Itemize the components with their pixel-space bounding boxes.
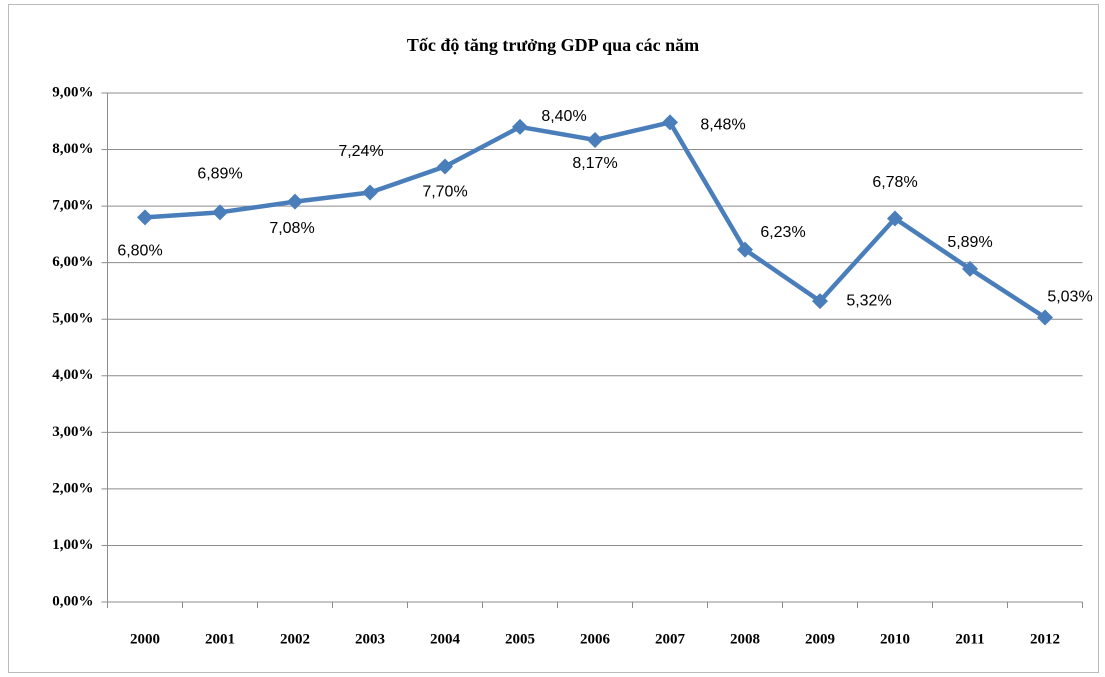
x-tick-label: 2011 bbox=[955, 631, 984, 647]
data-label: 7,24% bbox=[338, 143, 383, 160]
data-label: 5,32% bbox=[846, 292, 891, 309]
marker bbox=[887, 210, 903, 227]
data-label: 6,78% bbox=[872, 174, 917, 191]
x-tick-label: 2004 bbox=[430, 631, 461, 647]
data-label: 5,03% bbox=[1047, 289, 1092, 306]
marker bbox=[137, 209, 153, 226]
y-tick-label: 1,00% bbox=[52, 537, 93, 553]
x-tick-label: 2008 bbox=[730, 631, 760, 647]
data-label: 6,80% bbox=[117, 243, 162, 260]
y-tick-label: 6,00% bbox=[52, 254, 93, 270]
x-tick-label: 2007 bbox=[655, 631, 686, 647]
marker bbox=[362, 184, 378, 201]
marker bbox=[962, 260, 978, 277]
data-label: 6,23% bbox=[760, 224, 805, 241]
y-tick-label: 9,00% bbox=[52, 84, 93, 100]
y-tick-label: 0,00% bbox=[52, 593, 93, 609]
x-tick-label: 2000 bbox=[130, 631, 160, 647]
y-tick-label: 7,00% bbox=[52, 198, 93, 214]
x-tick-label: 2001 bbox=[205, 631, 235, 647]
data-label: 6,89% bbox=[197, 166, 242, 183]
x-tick-label: 2009 bbox=[805, 631, 835, 647]
x-tick-label: 2006 bbox=[580, 631, 611, 647]
x-tick-label: 2012 bbox=[1030, 631, 1060, 647]
data-label: 8,48% bbox=[700, 117, 745, 134]
marker bbox=[662, 114, 678, 131]
data-label: 7,70% bbox=[422, 184, 467, 201]
y-tick-label: 3,00% bbox=[52, 424, 93, 440]
chart-title: Tốc độ tăng trưởng GDP qua các năm bbox=[407, 35, 699, 55]
marker bbox=[812, 293, 828, 310]
marker bbox=[512, 118, 528, 135]
x-tick-label: 2005 bbox=[505, 631, 535, 647]
marker bbox=[212, 204, 228, 221]
y-tick-label: 2,00% bbox=[52, 480, 93, 496]
data-label: 8,17% bbox=[572, 155, 617, 172]
y-tick-label: 5,00% bbox=[52, 311, 93, 327]
x-tick-label: 2003 bbox=[355, 631, 385, 647]
x-tick-label: 2002 bbox=[280, 631, 310, 647]
y-tick-label: 4,00% bbox=[52, 367, 93, 383]
marker bbox=[1037, 309, 1053, 326]
x-tick-label: 2010 bbox=[880, 631, 910, 647]
marker bbox=[287, 193, 303, 210]
marker bbox=[437, 158, 453, 175]
y-tick-label: 8,00% bbox=[52, 141, 93, 157]
marker bbox=[737, 241, 753, 258]
chart-border bbox=[8, 4, 1099, 673]
data-label: 5,89% bbox=[947, 234, 992, 251]
data-label: 7,08% bbox=[269, 220, 314, 237]
marker bbox=[587, 131, 603, 148]
data-label: 8,40% bbox=[541, 108, 586, 125]
